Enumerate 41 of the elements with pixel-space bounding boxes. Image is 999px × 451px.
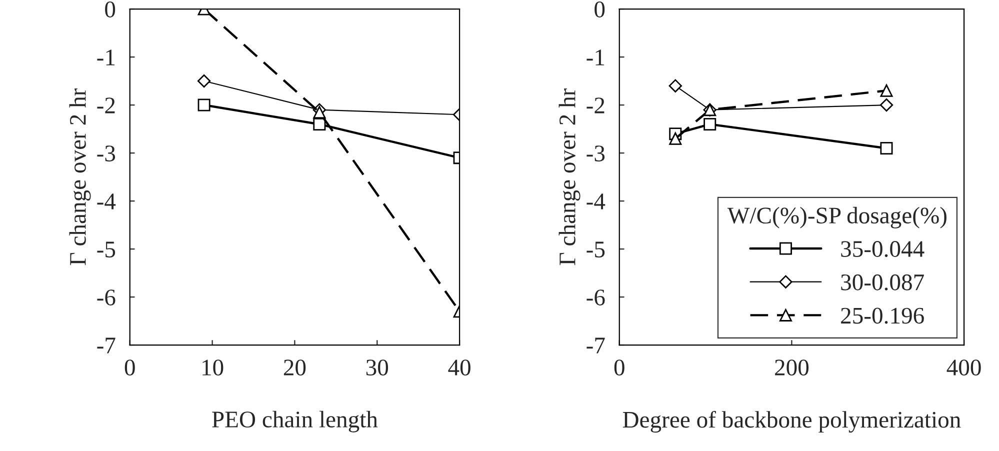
- y-tick-label: -2: [586, 98, 604, 114]
- y-tick-label: 0: [105, 2, 116, 18]
- y-tick-label: -6: [586, 290, 605, 306]
- x-tick-label: 0: [614, 360, 624, 376]
- point: [198, 98, 210, 112]
- y-tick-label: -3: [97, 146, 116, 162]
- point: [880, 84, 893, 97]
- x-tick-label: 20: [284, 360, 306, 376]
- y-tick-label: -7: [586, 338, 605, 354]
- x-tick-label: 10: [202, 360, 224, 376]
- y-tick-label: -7: [97, 338, 116, 354]
- y-axis-title: Γ change over 2 hr: [69, 88, 91, 266]
- y-tick-label: -4: [586, 194, 606, 210]
- x-axis-title: PEO chain length: [212, 410, 378, 432]
- y-tick-label: -2: [97, 98, 115, 114]
- legend-title: W/C(%)-SP dosage(%): [727, 206, 946, 228]
- legend-label: 25-0.196: [841, 308, 924, 324]
- x-tick-label: 0: [124, 360, 135, 376]
- point: [669, 132, 682, 145]
- y-tick-label: -5: [97, 242, 116, 258]
- y-axis-title: Γ change over 2 hr: [558, 88, 580, 266]
- x-tick-label: 200: [775, 360, 809, 376]
- legend-label: 30-0.087: [841, 274, 924, 290]
- point: [704, 118, 716, 130]
- y-tick-label: -1: [586, 50, 604, 66]
- y-tick-label: -5: [586, 242, 605, 258]
- y-tick-label: 0: [594, 2, 605, 18]
- x-tick-label: 30: [366, 360, 388, 376]
- legend-label: 35-0.044: [841, 241, 924, 258]
- y-tick-label: -6: [97, 290, 116, 306]
- point: [880, 98, 894, 112]
- x-axis-title: Degree of backbone polymerization: [622, 410, 961, 433]
- point: [668, 79, 682, 92]
- x-tick-label: 40: [448, 360, 470, 376]
- y-tick-label: -1: [97, 50, 115, 66]
- x-tick-label: 400: [946, 360, 981, 376]
- y-tick-label: -3: [586, 146, 605, 162]
- point: [197, 74, 211, 88]
- point: [880, 142, 893, 154]
- point: [313, 118, 326, 130]
- y-tick-label: -4: [97, 194, 116, 210]
